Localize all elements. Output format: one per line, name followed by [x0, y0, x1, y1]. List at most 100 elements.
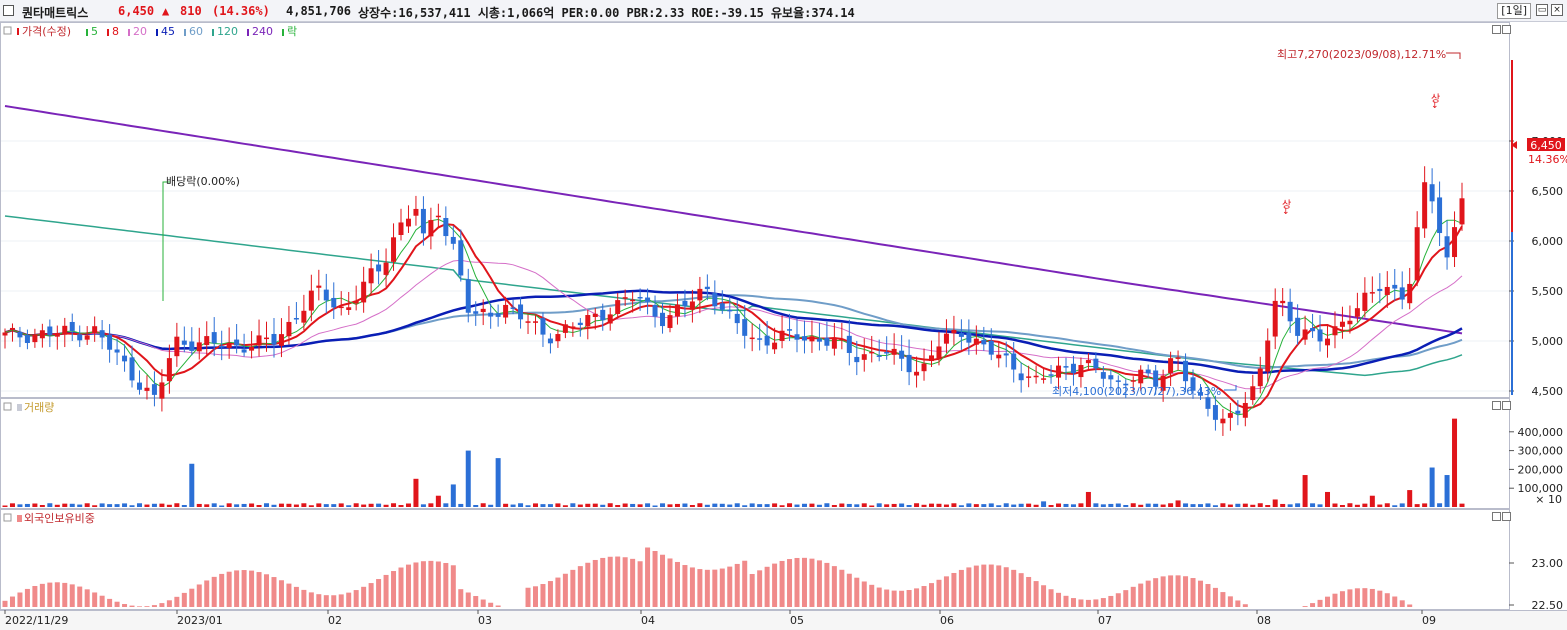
foreign-ratio-bar — [47, 582, 53, 607]
x-axis-bar — [0, 610, 1567, 630]
candle-body — [996, 354, 1002, 359]
candle-body — [734, 313, 740, 324]
foreign-ratio-bar — [84, 589, 90, 607]
panel-close-icon[interactable] — [1502, 512, 1511, 521]
foreign-ratio-bar — [861, 581, 867, 607]
ma8-line — [4, 223, 1463, 410]
volume-bar — [757, 504, 763, 507]
foreign-ratio-bar — [331, 595, 337, 607]
volume-bar — [1115, 503, 1121, 507]
foreign-ratio-bar — [353, 590, 359, 607]
foreign-ratio-bar — [525, 587, 531, 607]
candle-body — [1452, 227, 1458, 258]
candle-body — [876, 355, 882, 357]
candle-body — [749, 337, 755, 340]
candle-body — [1250, 386, 1256, 401]
candle-body — [1332, 326, 1338, 336]
candle-body — [1407, 283, 1413, 304]
volume-bar — [1175, 500, 1181, 507]
candle-body — [1003, 353, 1009, 356]
candle-body — [54, 332, 60, 337]
volume-bar — [84, 503, 90, 507]
ma-legend-label: 20 — [133, 25, 147, 38]
candle-body — [331, 297, 337, 308]
volume-bar — [652, 505, 658, 507]
panel-maximize-icon[interactable] — [1492, 512, 1501, 521]
volume-bar — [69, 503, 75, 507]
volume-bar — [1302, 475, 1308, 507]
panel-maximize-icon[interactable] — [1492, 25, 1501, 34]
candle-body — [1168, 358, 1174, 374]
volume-bar — [630, 503, 636, 507]
volume-bar — [1347, 503, 1353, 507]
candle-body — [540, 318, 546, 335]
foreign-ratio-bar — [1003, 567, 1009, 607]
volume-bar — [1422, 503, 1428, 507]
current-price-tag — [1527, 138, 1565, 151]
volume-bar — [458, 503, 464, 507]
candle-body — [495, 313, 501, 317]
candle-body — [1377, 288, 1383, 292]
foreign-ratio-bar — [1197, 580, 1203, 607]
candle-body — [204, 336, 210, 346]
volume-bar — [704, 504, 710, 507]
foreign-ratio-bar — [570, 569, 576, 607]
volume-bar — [376, 503, 382, 507]
panel-maximize-icon[interactable] — [1492, 401, 1501, 410]
volume-bar — [929, 503, 935, 507]
candle-body — [1429, 184, 1435, 202]
foreign-ratio-bar — [480, 599, 486, 607]
low-price-note: 최저4,100(2023/07/27),36.43% — [1052, 385, 1221, 398]
candle-body — [1220, 418, 1226, 424]
foreign-ratio-bar — [899, 590, 905, 607]
foreign-ratio-bar — [1093, 599, 1099, 607]
candle-body — [405, 218, 411, 227]
volume-bar — [697, 503, 703, 507]
volume-bar — [689, 505, 695, 507]
candle-body — [981, 339, 987, 345]
volume-bar — [1369, 495, 1375, 507]
candle-body — [99, 330, 105, 338]
foreign-ratio-bar — [211, 576, 217, 607]
volume-bar — [1287, 504, 1293, 507]
volume-bar — [622, 503, 628, 507]
x-tick-label: 08 — [1257, 614, 1271, 627]
candle-body — [1414, 227, 1420, 281]
volume-bar — [525, 505, 531, 507]
volume-bar — [562, 505, 568, 507]
candle-body — [1100, 372, 1106, 379]
foreign-ratio-bar — [114, 601, 120, 607]
panel-close-icon[interactable] — [1502, 25, 1511, 34]
volume-bar — [62, 503, 68, 507]
foreign-ratio-bar — [77, 586, 83, 607]
volume-bar — [1183, 503, 1189, 507]
foreign-ratio-bar — [241, 570, 247, 607]
candle-body — [1272, 300, 1278, 337]
candle-body — [84, 335, 90, 340]
candle-body — [219, 345, 225, 348]
foreign-ratio-bar — [435, 561, 441, 607]
volume-bar — [1384, 503, 1390, 507]
panel-buttons[interactable] — [1492, 25, 1511, 521]
foreign-ratio-bar — [921, 586, 927, 607]
foreign-ratio-bar — [772, 563, 778, 607]
volume-bar — [99, 503, 105, 507]
y-tick-label: 23.00 — [1532, 557, 1564, 570]
panel-close-icon[interactable] — [1502, 401, 1511, 410]
limit-up-arrow-icon: ↓ — [1431, 101, 1439, 111]
foreign-ratio-bar — [1369, 588, 1375, 607]
period-selector[interactable]: [1일] — [1497, 3, 1531, 19]
candle-body — [1026, 376, 1032, 378]
maximize-icon[interactable]: ▭ — [1536, 4, 1548, 16]
candle-body — [1070, 363, 1076, 374]
candle-body — [32, 334, 38, 343]
stock-chart[interactable]: 배당락(0.00%) 상 ↓ 상 ↓ 최고7,270(2023/09/08),1… — [0, 22, 1567, 630]
foreign-ratio-bar — [1302, 606, 1308, 607]
select-checkbox[interactable] — [3, 5, 14, 16]
foreign-ratio-bar — [697, 569, 703, 607]
foreign-ratio-bar — [973, 565, 979, 607]
candle-body — [637, 296, 643, 299]
candle-body — [1257, 368, 1263, 387]
close-icon[interactable]: × — [1551, 4, 1563, 16]
candle-body — [592, 313, 598, 317]
